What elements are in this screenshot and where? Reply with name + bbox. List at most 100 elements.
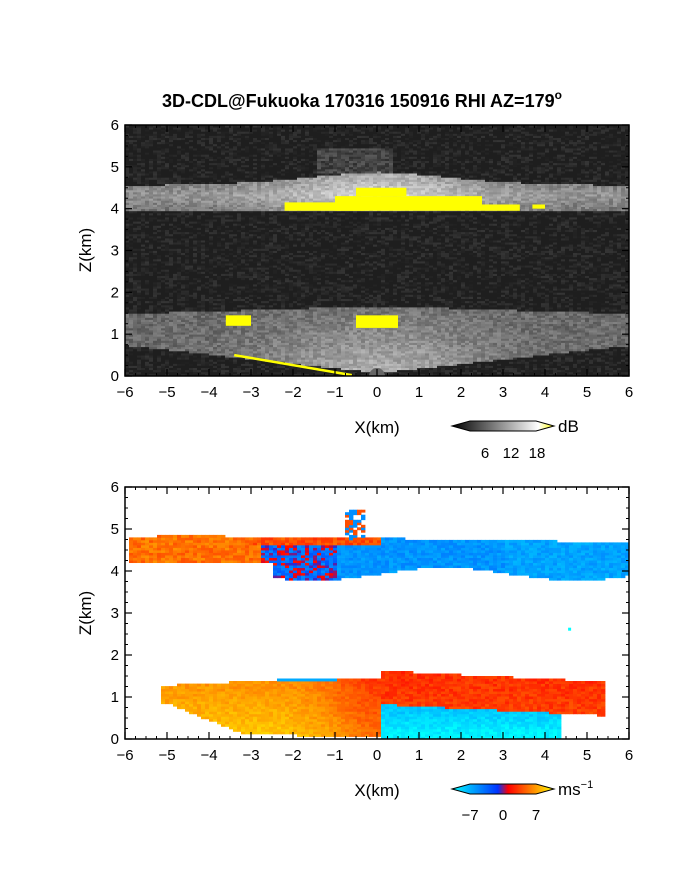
reflectivity-cell	[181, 212, 186, 216]
reflectivity-cell	[133, 271, 138, 274]
reflectivity-cell	[137, 315, 142, 318]
reflectivity-cell	[189, 311, 194, 314]
reflectivity-cell	[173, 271, 178, 274]
reflectivity-cell	[137, 311, 142, 314]
reflectivity-cell	[173, 371, 178, 375]
reflectivity-cell	[161, 233, 166, 237]
reflectivity-cell	[181, 367, 186, 371]
reflectivity-cell	[145, 355, 150, 358]
reflectivity-cell	[153, 258, 158, 262]
reflectivity-cell	[149, 369, 154, 373]
reflectivity-cell	[149, 129, 154, 132]
reflectivity-cell	[141, 150, 146, 153]
reflectivity-cell	[189, 357, 194, 360]
reflectivity-cell	[177, 284, 182, 287]
reflectivity-cell	[181, 227, 186, 230]
reflectivity-cell	[165, 204, 170, 207]
reflectivity-cell	[181, 223, 186, 226]
reflectivity-cell	[177, 133, 182, 136]
reflectivity-cell	[149, 244, 154, 247]
reflectivity-cell	[185, 296, 190, 299]
reflectivity-cell	[161, 363, 166, 366]
reflectivity-cell	[185, 244, 190, 247]
reflectivity-cell	[157, 177, 162, 180]
reflectivity-cell	[157, 277, 162, 281]
reflectivity-cell	[157, 300, 162, 304]
reflectivity-cell	[173, 160, 178, 164]
reflectivity-cell	[169, 361, 174, 364]
reflectivity-cell	[157, 334, 162, 337]
reflectivity-cell	[177, 311, 182, 314]
reflectivity-cell	[137, 177, 142, 180]
reflectivity-cell	[149, 145, 154, 149]
reflectivity-cell	[161, 223, 166, 226]
reflectivity-cell	[149, 210, 154, 214]
reflectivity-cell	[129, 171, 134, 174]
reflectivity-cell	[169, 294, 174, 297]
reflectivity-cell	[181, 139, 186, 143]
reflectivity-cell	[157, 185, 162, 189]
reflectivity-cell	[149, 309, 154, 312]
reflectivity-cell	[181, 327, 186, 331]
reflectivity-cell	[161, 225, 166, 228]
reflectivity-cell	[165, 235, 170, 239]
reflectivity-cell	[173, 321, 178, 325]
reflectivity-cell	[161, 321, 166, 325]
reflectivity-cell	[153, 355, 158, 358]
reflectivity-cell	[161, 313, 166, 316]
reflectivity-cell	[173, 212, 178, 216]
reflectivity-cell	[129, 353, 134, 356]
reflectivity-cell	[149, 242, 154, 245]
reflectivity-cell	[161, 336, 166, 339]
reflectivity-cell	[137, 279, 142, 283]
reflectivity-cell	[157, 217, 162, 220]
reflectivity-cell	[161, 238, 166, 241]
reflectivity-cell	[165, 221, 170, 224]
reflectivity-cell	[129, 332, 134, 335]
reflectivity-cell	[173, 256, 178, 260]
reflectivity-cell	[141, 175, 146, 178]
reflectivity-cell	[169, 227, 174, 230]
reflectivity-cell	[125, 325, 130, 329]
reflectivity-cell	[145, 227, 150, 230]
reflectivity-cell	[153, 227, 158, 230]
reflectivity-cell	[137, 223, 142, 226]
reflectivity-cell	[181, 233, 186, 237]
reflectivity-cell	[161, 171, 166, 174]
reflectivity-cell	[145, 250, 150, 253]
reflectivity-cell	[181, 332, 186, 335]
reflectivity-cell	[161, 166, 166, 170]
reflectivity-cell	[185, 191, 190, 195]
reflectivity-cell	[189, 355, 194, 358]
reflectivity-cell	[181, 315, 186, 318]
reflectivity-cell	[137, 181, 142, 184]
reflectivity-cell	[149, 271, 154, 274]
reflectivity-cell	[169, 150, 174, 153]
reflectivity-cell	[169, 206, 174, 210]
reflectivity-cell	[165, 302, 170, 306]
reflectivity-cell	[169, 202, 174, 205]
reflectivity-cell	[185, 284, 190, 287]
reflectivity-cell	[165, 240, 170, 243]
reflectivity-cell	[161, 179, 166, 182]
reflectivity-cell	[177, 286, 182, 289]
reflectivity-cell	[169, 350, 174, 354]
reflectivity-cell	[125, 217, 130, 220]
reflectivity-cell	[129, 367, 134, 371]
reflectivity-cell	[157, 198, 162, 201]
reflectivity-cell	[137, 296, 142, 299]
reflectivity-cell	[173, 269, 178, 272]
reflectivity-cell	[141, 265, 146, 268]
reflectivity-cell	[149, 133, 154, 136]
reflectivity-cell	[161, 288, 166, 291]
reflectivity-cell	[161, 244, 166, 247]
reflectivity-cell	[189, 334, 194, 337]
reflectivity-cell	[177, 340, 182, 343]
reflectivity-cell	[173, 338, 178, 341]
reflectivity-cell	[169, 256, 174, 260]
reflectivity-cell	[137, 196, 142, 199]
reflectivity-cell	[125, 361, 130, 364]
reflectivity-cell	[161, 191, 166, 195]
reflectivity-cell	[185, 325, 190, 329]
reflectivity-cell	[157, 319, 162, 322]
